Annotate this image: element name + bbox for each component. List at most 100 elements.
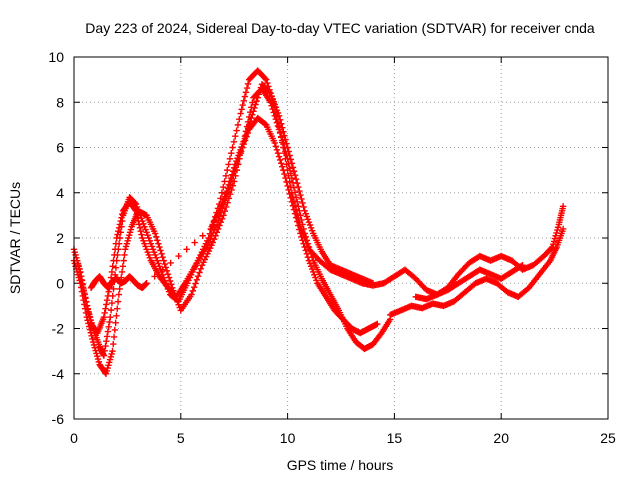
data-point-plus bbox=[276, 116, 284, 123]
data-point-plus bbox=[287, 156, 295, 163]
data-point-plus bbox=[161, 260, 168, 268]
data-point-plus bbox=[280, 166, 287, 174]
data-point-plus bbox=[274, 122, 282, 130]
data-point-plus bbox=[290, 168, 298, 175]
data-point-plus bbox=[119, 211, 126, 218]
data-point-plus bbox=[279, 124, 286, 131]
data-point-plus bbox=[143, 280, 150, 287]
data-point-plus bbox=[225, 181, 233, 189]
data-point-plus bbox=[226, 155, 234, 163]
data-point-plus bbox=[279, 137, 286, 144]
data-point-plus bbox=[86, 313, 93, 320]
data-point-plus bbox=[291, 210, 299, 217]
data-point-plus bbox=[244, 80, 252, 88]
data-point-plus bbox=[101, 309, 108, 317]
data-point-plus bbox=[189, 287, 197, 295]
data-point-plus bbox=[295, 183, 302, 191]
data-point-plus bbox=[298, 233, 305, 241]
data-point-plus bbox=[283, 178, 290, 186]
data-point-plus bbox=[286, 165, 293, 172]
data-point-plus bbox=[264, 79, 271, 87]
y-tick-label: -2 bbox=[52, 321, 65, 337]
data-point-plus bbox=[83, 302, 91, 309]
data-point-plus bbox=[220, 183, 227, 191]
data-point-plus bbox=[238, 106, 245, 113]
data-point-plus bbox=[280, 128, 287, 135]
data-point-plus bbox=[274, 149, 282, 157]
data-point-plus bbox=[288, 174, 296, 182]
data-point-plus bbox=[113, 312, 120, 319]
data-point-plus bbox=[282, 174, 289, 182]
grid-lines bbox=[74, 57, 608, 419]
data-point-plus bbox=[256, 87, 264, 95]
data-point-plus bbox=[283, 140, 290, 147]
series-sat-track-4 bbox=[87, 80, 377, 291]
data-point-plus bbox=[374, 320, 381, 328]
data-point-plus bbox=[234, 121, 242, 129]
data-point-plus bbox=[284, 182, 291, 190]
data-point-plus bbox=[247, 118, 254, 125]
data-point-plus bbox=[269, 105, 276, 113]
data-point-plus bbox=[165, 274, 173, 281]
data-point-plus bbox=[292, 175, 300, 183]
data-point-plus bbox=[224, 166, 231, 174]
data-point-plus bbox=[103, 297, 111, 304]
data-point-plus bbox=[255, 91, 262, 98]
data-point-plus bbox=[111, 251, 118, 259]
data-point-plus bbox=[102, 342, 109, 350]
data-point-plus bbox=[138, 231, 145, 238]
data-point-plus bbox=[228, 171, 236, 178]
data-point-plus bbox=[249, 111, 256, 118]
y-tick-label: 6 bbox=[56, 140, 64, 156]
data-point-plus bbox=[109, 263, 116, 270]
data-point-plus bbox=[157, 247, 164, 254]
x-tick-label: 10 bbox=[280, 430, 296, 446]
data-point-plus bbox=[299, 237, 306, 244]
data-point-plus bbox=[285, 186, 292, 194]
data-point-plus bbox=[217, 195, 224, 202]
data-point-plus bbox=[275, 126, 283, 133]
data-point-plus bbox=[559, 203, 567, 210]
data-point-plus bbox=[87, 317, 94, 324]
data-point-plus bbox=[153, 233, 160, 241]
data-point-plus bbox=[275, 153, 283, 160]
data-point-plus bbox=[110, 257, 117, 264]
data-point-plus bbox=[101, 347, 108, 355]
data-point-plus bbox=[112, 319, 119, 327]
data-point-plus bbox=[268, 102, 275, 109]
data-point-plus bbox=[134, 214, 141, 221]
data-point-plus bbox=[295, 222, 302, 229]
data-point-plus bbox=[121, 251, 128, 259]
data-point-plus bbox=[276, 129, 284, 137]
data-point-plus bbox=[175, 252, 182, 260]
y-tick-label: -6 bbox=[52, 411, 65, 427]
data-point-plus bbox=[292, 194, 300, 201]
data-point-plus bbox=[294, 218, 301, 225]
data-point-plus bbox=[241, 135, 249, 142]
data-point-plus bbox=[199, 232, 206, 239]
data-point-plus bbox=[248, 114, 255, 122]
data-point-plus bbox=[110, 333, 118, 341]
data-point-plus bbox=[229, 168, 237, 175]
data-point-plus bbox=[245, 121, 253, 129]
data-point-plus bbox=[236, 116, 243, 123]
x-tick-label: 15 bbox=[387, 430, 403, 446]
data-point-plus bbox=[81, 291, 88, 298]
data-point-plus bbox=[108, 268, 116, 276]
data-point-plus bbox=[263, 76, 270, 83]
data-point-plus bbox=[131, 206, 139, 213]
data-point-plus bbox=[301, 243, 308, 251]
data-point-plus bbox=[239, 101, 246, 109]
data-point-plus bbox=[115, 224, 123, 232]
data-point-plus bbox=[103, 301, 110, 308]
data-point-plus bbox=[218, 189, 226, 196]
data-point-plus bbox=[75, 261, 82, 269]
chart-title: Day 223 of 2024, Sidereal Day-to-day VTE… bbox=[85, 20, 595, 36]
data-point-plus bbox=[299, 199, 306, 207]
data-point-plus bbox=[288, 160, 296, 167]
data-point-plus bbox=[250, 108, 257, 115]
data-point-plus bbox=[103, 338, 110, 345]
data-point-plus bbox=[110, 340, 117, 348]
data-point-plus bbox=[229, 144, 236, 151]
